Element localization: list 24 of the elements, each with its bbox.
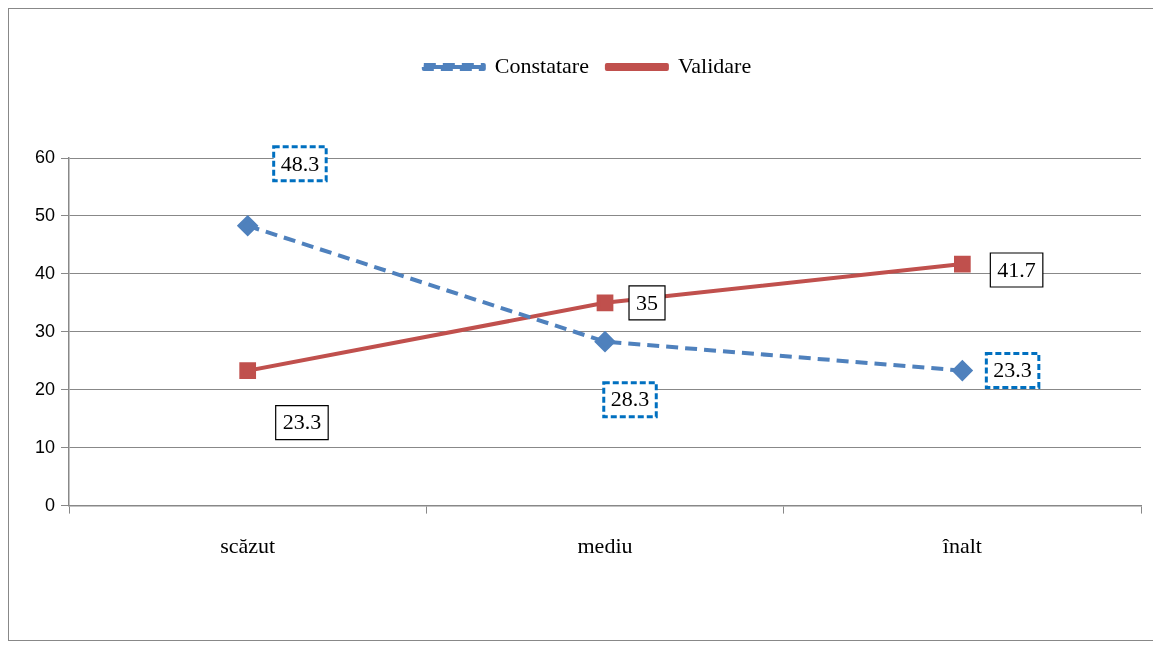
point	[237, 215, 258, 236]
x-tick-label: mediu	[577, 532, 633, 558]
point	[596, 294, 614, 312]
y-tick-label: 40	[34, 262, 56, 283]
y-tick-label: 10	[34, 436, 56, 457]
y-tick-label: 60	[34, 146, 56, 167]
point	[952, 360, 973, 381]
y-tick-label: 50	[34, 204, 56, 225]
x-tick-label: înalt	[941, 532, 982, 558]
legend-label: Constatare	[494, 52, 589, 78]
legend-label: Validare	[677, 52, 752, 78]
data-label: 23.3	[282, 409, 322, 435]
y-tick-label: 20	[34, 378, 56, 399]
point	[595, 331, 616, 352]
y-tick-label: 0	[45, 494, 56, 515]
data-label: 23.3	[993, 357, 1032, 383]
data-label: 41.7	[997, 256, 1036, 282]
data-label: 35	[636, 289, 659, 315]
point	[239, 362, 257, 379]
data-label: 48.3	[280, 150, 320, 176]
data-label: 28.3	[610, 386, 650, 412]
y-tick-label: 30	[34, 320, 56, 341]
x-tick-label: scăzut	[220, 532, 276, 558]
point	[953, 255, 971, 273]
